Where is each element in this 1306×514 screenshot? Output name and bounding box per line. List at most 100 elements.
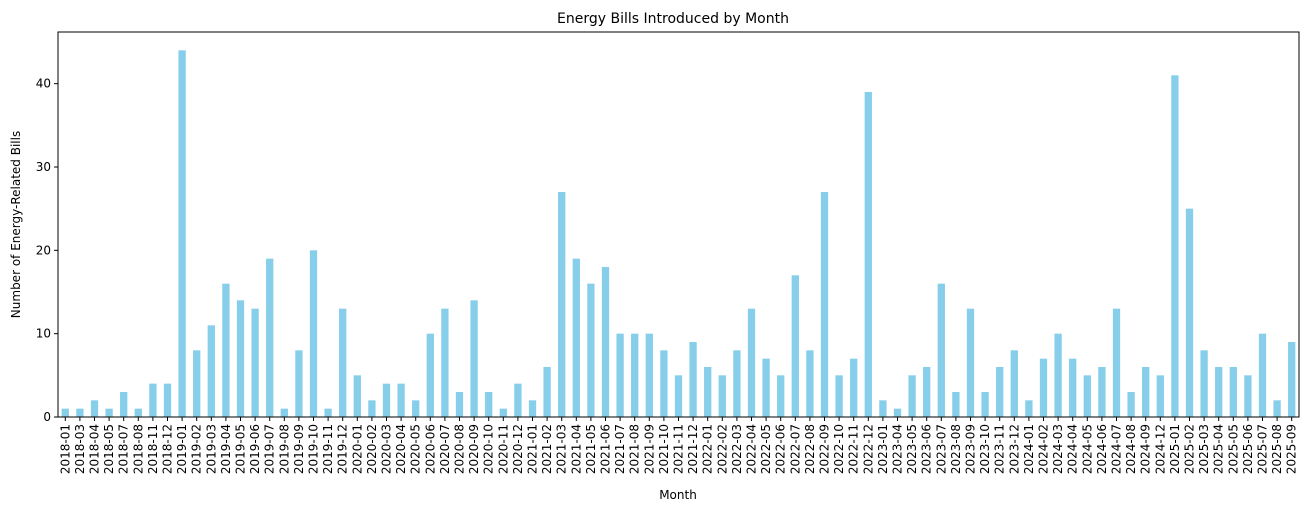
x-tick-label: 2019-04: [219, 424, 233, 474]
x-tick-label: 2025-01: [1168, 424, 1182, 474]
bar-2018-03: [76, 408, 84, 417]
bar-2022-10: [835, 375, 843, 417]
bar-2021-06: [601, 267, 610, 417]
x-tick-label: 2023-08: [949, 424, 963, 474]
x-tick-label: 2020-11: [496, 424, 510, 474]
bar-2023-07: [937, 283, 945, 417]
bar-2022-12: [864, 92, 872, 417]
x-tick-label: 2020-07: [438, 424, 452, 474]
bar-2025-09: [1288, 342, 1296, 417]
bar-2023-10: [981, 392, 989, 417]
x-tick-label: 2018-11: [146, 424, 160, 474]
bar-2023-08: [952, 392, 960, 417]
bar-2021-01: [528, 400, 537, 417]
bar-2020-06: [426, 333, 434, 417]
bar-2020-04: [397, 383, 405, 417]
y-axis: 0 10 20 30 40: [36, 77, 58, 424]
x-tick-label: 2023-07: [934, 424, 948, 474]
bar-2022-03: [733, 350, 741, 417]
bar-2023-01: [879, 400, 887, 417]
x-tick-label: 2022-02: [715, 424, 729, 474]
bar-2021-03: [558, 192, 566, 417]
x-tick-label: 2024-12: [1153, 424, 1167, 474]
x-tick-label: 2024-09: [1139, 424, 1153, 474]
bar-2022-11: [850, 358, 858, 417]
x-tick-label: 2019-09: [292, 424, 306, 474]
x-tick-label: 2022-04: [745, 424, 759, 474]
bar-2023-09: [966, 308, 975, 417]
bar-2024-06: [1098, 367, 1106, 417]
x-tick-label: 2022-10: [832, 424, 846, 474]
bar-2020-09: [470, 300, 478, 417]
bar-2020-11: [499, 408, 507, 417]
bar-2019-08: [280, 408, 288, 417]
chart-title: Energy Bills Introduced by Month: [557, 11, 789, 27]
x-tick-label: 2019-10: [307, 424, 321, 474]
bar-2020-07: [441, 308, 449, 417]
x-tick-label: 2021-01: [526, 424, 540, 474]
x-tick-label: 2018-07: [117, 424, 131, 474]
bar-2022-04: [747, 308, 756, 417]
x-tick-label: 2025-08: [1270, 424, 1284, 474]
x-tick-label: 2025-09: [1285, 424, 1299, 474]
x-tick-label: 2023-11: [993, 424, 1007, 474]
x-tick-label: 2019-11: [321, 424, 335, 474]
x-tick-label: 2024-04: [1066, 424, 1080, 474]
x-tick-label: 2022-09: [818, 424, 832, 474]
bar-2022-06: [777, 375, 785, 417]
x-tick-label: 2020-06: [423, 424, 437, 474]
bar-2020-01: [353, 375, 361, 417]
bar-2025-03: [1200, 350, 1208, 417]
bar-2018-12: [163, 383, 172, 417]
x-tick-label: 2019-07: [263, 424, 277, 474]
x-tick-label: 2024-07: [1110, 424, 1124, 474]
bar-2020-12: [514, 383, 522, 417]
x-tick-label: 2022-06: [774, 424, 788, 474]
x-tick-label: 2020-03: [380, 424, 394, 474]
bar-2024-01: [1025, 400, 1033, 417]
x-tick-label: 2023-12: [1007, 424, 1021, 474]
x-tick-label: 2021-05: [584, 424, 598, 474]
bar-2020-05: [412, 400, 420, 417]
x-tick-label: 2021-10: [657, 424, 671, 474]
x-tick-label: 2024-02: [1037, 424, 1051, 474]
x-tick-label: 2024-08: [1124, 424, 1138, 474]
x-axis-title: Month: [659, 488, 697, 502]
x-tick-label: 2025-06: [1241, 424, 1255, 474]
x-tick-label: 2024-05: [1080, 424, 1094, 474]
bar-2023-11: [996, 367, 1004, 417]
bar-2023-06: [923, 367, 931, 417]
y-tick-label: 0: [43, 410, 51, 424]
x-tick-label: 2023-01: [876, 424, 890, 474]
x-tick-label: 2021-12: [686, 424, 700, 474]
bar-2025-07: [1258, 333, 1267, 417]
bar-2020-10: [485, 392, 493, 417]
x-tick-label: 2023-04: [891, 424, 905, 474]
x-tick-label: 2020-01: [350, 424, 364, 474]
bar-2020-02: [368, 400, 376, 417]
bar-2024-02: [1039, 358, 1048, 417]
x-tick-label: 2018-08: [131, 424, 145, 474]
x-tick-label: 2019-01: [175, 424, 189, 474]
x-tick-label: 2018-03: [73, 424, 87, 474]
x-tick-label: 2021-03: [555, 424, 569, 474]
bar-2021-02: [543, 367, 551, 417]
x-tick-label: 2023-09: [964, 424, 978, 474]
x-tick-label: 2018-01: [58, 424, 72, 474]
x-tick-label: 2018-05: [102, 424, 116, 474]
bar-2019-06: [251, 308, 259, 417]
x-tick-label: 2021-06: [599, 424, 613, 474]
x-tick-label: 2021-02: [540, 424, 554, 474]
bar-2019-03: [207, 325, 215, 417]
y-tick-label: 10: [36, 327, 51, 341]
bar-2019-04: [222, 283, 230, 417]
bar-2020-03: [382, 383, 391, 417]
bar-2025-01: [1171, 75, 1179, 417]
x-tick-label: 2022-03: [730, 424, 744, 474]
x-tick-label: 2025-07: [1256, 424, 1270, 474]
y-tick-label: 20: [36, 243, 51, 257]
bar-2025-04: [1215, 367, 1223, 417]
bar-2021-10: [660, 350, 668, 417]
x-tick-label: 2025-03: [1197, 424, 1211, 474]
